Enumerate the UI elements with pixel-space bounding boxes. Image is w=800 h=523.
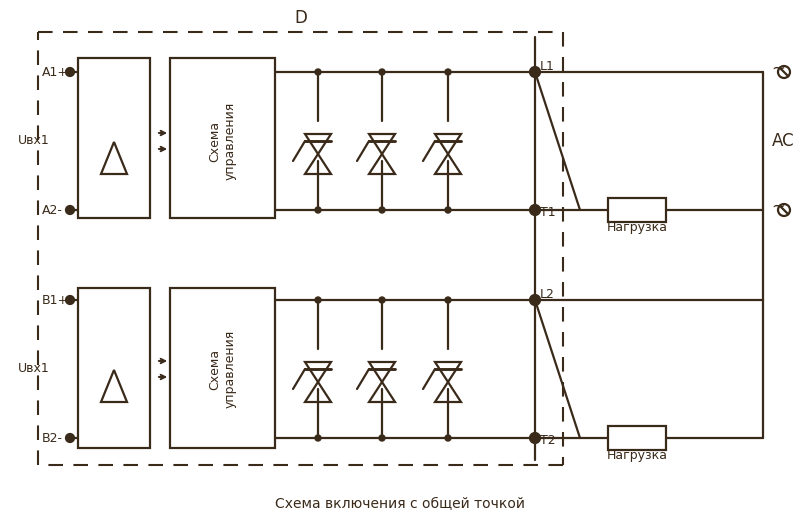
Text: ~: ~ xyxy=(771,198,785,216)
Circle shape xyxy=(445,297,451,303)
Text: A2-: A2- xyxy=(42,203,63,217)
Text: Схема включения с общей точкой: Схема включения с общей точкой xyxy=(275,497,525,511)
Circle shape xyxy=(445,207,451,213)
Bar xyxy=(78,288,150,448)
Circle shape xyxy=(66,434,74,442)
Text: T1: T1 xyxy=(540,207,556,220)
Circle shape xyxy=(379,297,385,303)
Circle shape xyxy=(530,67,540,77)
Bar xyxy=(608,198,666,222)
Text: L1: L1 xyxy=(540,60,555,73)
Text: AC: AC xyxy=(772,132,794,150)
Text: Uвх1: Uвх1 xyxy=(18,134,50,147)
Circle shape xyxy=(379,207,385,213)
Circle shape xyxy=(315,69,321,75)
Circle shape xyxy=(315,297,321,303)
Text: Нагрузка: Нагрузка xyxy=(606,222,667,234)
Circle shape xyxy=(530,295,540,305)
Circle shape xyxy=(530,433,540,443)
Circle shape xyxy=(315,435,321,441)
Text: T2: T2 xyxy=(540,435,556,448)
Bar xyxy=(170,288,275,448)
Circle shape xyxy=(379,435,385,441)
Circle shape xyxy=(66,296,74,304)
Text: A1+: A1+ xyxy=(42,65,69,78)
Text: L2: L2 xyxy=(540,288,555,301)
Circle shape xyxy=(66,68,74,76)
Bar xyxy=(170,58,275,218)
Circle shape xyxy=(445,435,451,441)
Bar xyxy=(78,58,150,218)
Circle shape xyxy=(379,69,385,75)
Text: Uвх1: Uвх1 xyxy=(18,362,50,376)
Text: ~: ~ xyxy=(771,60,785,78)
Text: Схема
управления: Схема управления xyxy=(209,330,237,408)
Text: B1+: B1+ xyxy=(42,293,69,306)
Circle shape xyxy=(530,205,540,215)
Circle shape xyxy=(445,69,451,75)
Text: B2-: B2- xyxy=(42,431,63,445)
Circle shape xyxy=(315,207,321,213)
Text: D: D xyxy=(294,9,307,27)
Bar xyxy=(608,426,666,450)
Text: Схема
управления: Схема управления xyxy=(209,102,237,180)
Text: Нагрузка: Нагрузка xyxy=(606,449,667,462)
Circle shape xyxy=(66,206,74,214)
